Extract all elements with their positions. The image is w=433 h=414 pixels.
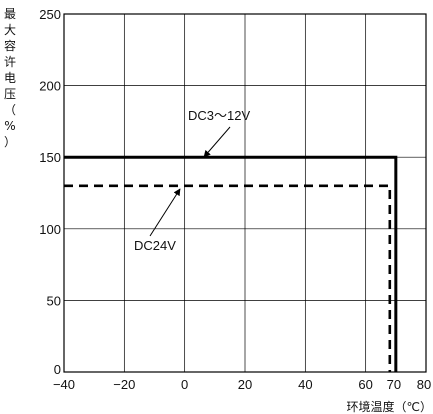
annotation-arrow: [203, 126, 231, 158]
x-tick-label: 80: [417, 377, 431, 392]
x-tick-label: −40: [53, 377, 75, 392]
annotation-label: DC3～12V: [188, 108, 250, 123]
y-tick-label: 50: [47, 293, 61, 308]
y-tick-label: 200: [39, 79, 61, 94]
y-axis-label-char: %: [4, 119, 16, 133]
series-line-dc3-12v: [64, 155, 398, 372]
tick-labels: −40 −20 0 20 40 60 70 80 0 50 100 150 200 250: [39, 7, 431, 392]
x-tick-label: 70: [387, 377, 401, 392]
y-tick-label: 0: [54, 362, 61, 377]
x-tick-label: 0: [181, 377, 188, 392]
x-tick-label: 40: [298, 377, 312, 392]
y-tick-label: 100: [39, 222, 61, 237]
grid: [64, 14, 426, 372]
y-axis-label-char: 许: [3, 55, 16, 69]
x-tick-label: 20: [238, 377, 252, 392]
x-tick-label: −20: [113, 377, 135, 392]
y-axis-label-char: ）: [3, 135, 16, 149]
x-axis-label: 环境温度（℃）: [347, 399, 432, 414]
y-axis-label-char: 容: [3, 39, 16, 53]
y-axis-label-char: 大: [3, 23, 16, 37]
x-tick-label: 60: [358, 377, 372, 392]
annotation-label: DC24V: [134, 238, 176, 253]
series-line-dc24v: [64, 184, 392, 372]
plot-frame: [63, 13, 427, 373]
series-group: [64, 155, 398, 372]
annotations: DC3～12V DC24V: [134, 108, 250, 253]
annotation-arrow: [149, 188, 181, 237]
y-tick-label: 150: [39, 150, 61, 165]
y-axis-label-char: （: [3, 103, 16, 117]
y-tick-label: 250: [39, 7, 61, 22]
y-axis-label-char: 最: [3, 7, 16, 21]
y-axis-label-char: 电: [3, 71, 16, 85]
y-axis-label-char: 压: [3, 87, 16, 101]
